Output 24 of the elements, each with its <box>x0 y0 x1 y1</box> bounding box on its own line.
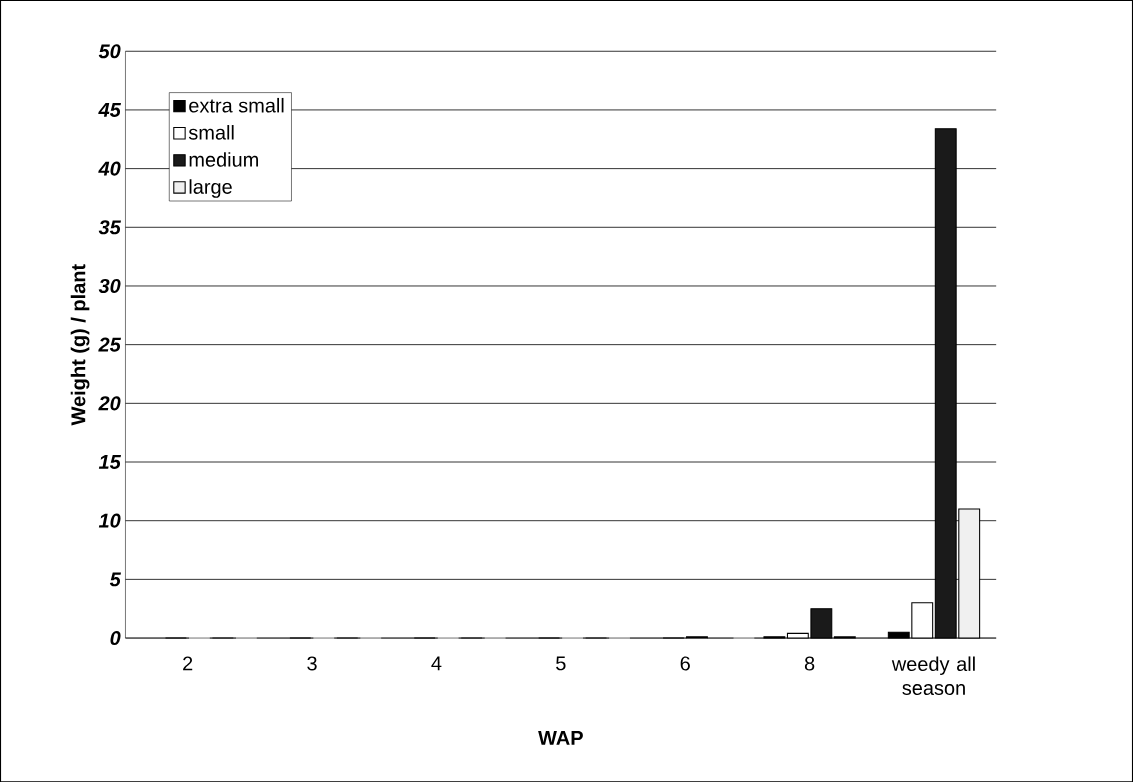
legend-label: medium <box>189 151 258 167</box>
y-tick-label: 10 <box>98 513 121 528</box>
y-tick-label: 5 <box>109 572 121 587</box>
y-tick-label: 40 <box>98 161 121 176</box>
y-tick-label: 20 <box>98 396 121 411</box>
x-tick-label: 6 <box>680 656 690 671</box>
x-tick-label: 2 <box>183 656 193 671</box>
y-tick-label: 15 <box>98 454 121 469</box>
y-tick-label: 45 <box>98 102 121 117</box>
legend-label: small <box>188 124 234 140</box>
legend-label: extra small <box>189 97 284 113</box>
x-tick-label: 5 <box>556 656 566 671</box>
y-axis-title: Weight (g) / plant <box>70 263 90 426</box>
x-tick-label: 8 <box>804 656 815 671</box>
y-tick-label: 35 <box>98 220 121 235</box>
y-tick-label: 25 <box>98 337 121 352</box>
x-tick-label: 4 <box>431 656 442 670</box>
y-tick-label: 30 <box>98 278 121 293</box>
x-axis-title: WAP <box>538 730 583 745</box>
y-tick-label: 0 <box>110 630 121 645</box>
x-tick-label: weedy all season <box>891 656 975 695</box>
x-tick-label: 3 <box>307 656 317 671</box>
legend-label: large <box>189 179 232 198</box>
y-tick-label: 50 <box>98 43 121 59</box>
